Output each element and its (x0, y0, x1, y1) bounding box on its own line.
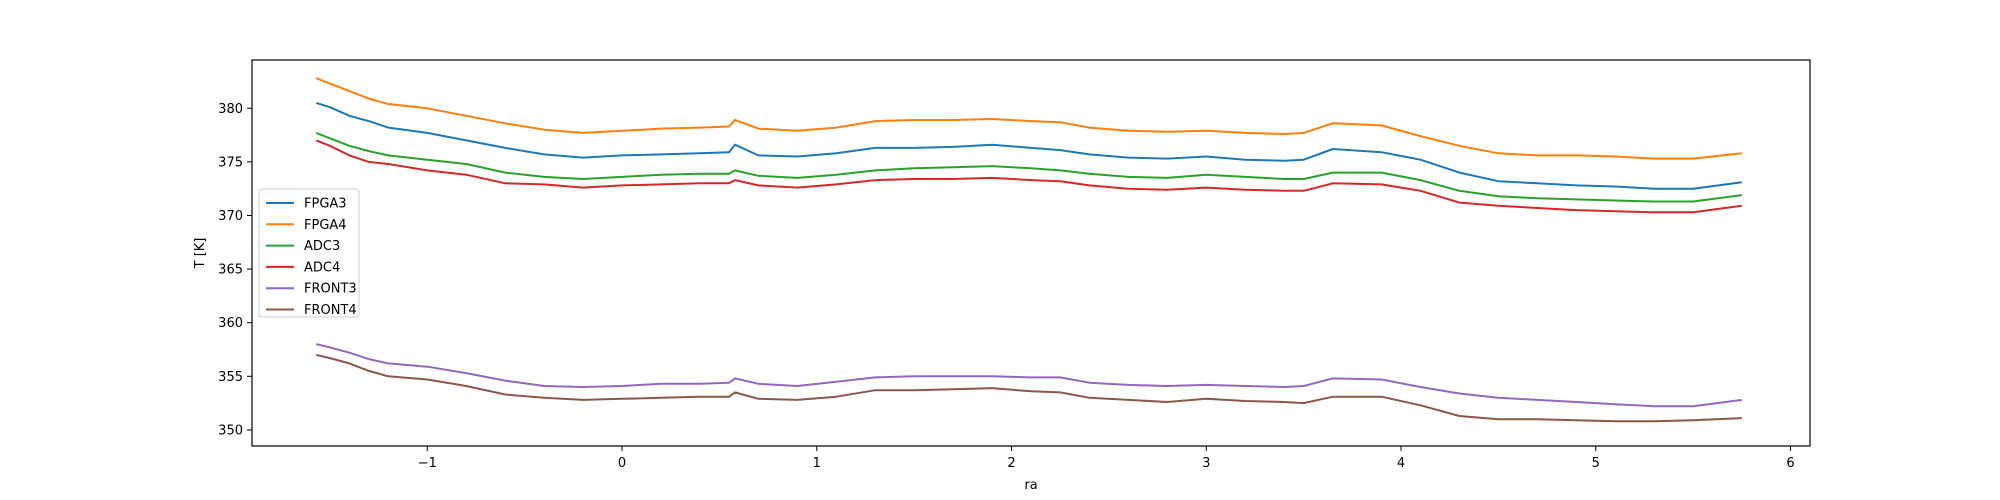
x-tick-label: 3 (1202, 456, 1210, 471)
y-tick-label: 360 (218, 316, 243, 331)
series-line-fpga3 (315, 101, 1742, 190)
x-tick-label: 1 (813, 456, 821, 471)
series-layer (315, 77, 1742, 423)
series-line-fpga4 (315, 77, 1742, 160)
legend-label-fpga3: FPGA3 (304, 197, 347, 212)
x-tick-label: 6 (1786, 456, 1794, 471)
x-tick-label: 2 (1007, 456, 1015, 471)
series-line-adc4 (315, 139, 1742, 214)
y-tick-label: 375 (218, 155, 243, 170)
legend-label-adc4: ADC4 (304, 260, 340, 275)
series-line-front3 (316, 343, 1742, 408)
legend-items: FPGA3 FPGA4 ADC3 ADC4 FRONT3 FRONT4 (266, 197, 357, 318)
x-axis-ticks: −1 0 1 2 3 4 5 6 (418, 446, 1795, 471)
x-tick-label: 4 (1397, 456, 1405, 471)
x-tick-label: −1 (418, 456, 437, 471)
y-axis-ticks: 350 355 360 365 370 375 380 (218, 102, 252, 438)
series-line-adc3 (315, 131, 1742, 203)
plot-frame (251, 59, 1811, 447)
y-tick-label: 370 (218, 209, 243, 224)
x-axis-label: ra (1024, 478, 1037, 493)
y-tick-label: 365 (218, 263, 243, 278)
series-line-front4 (316, 353, 1742, 423)
y-tick-label: 350 (218, 423, 243, 438)
x-tick-label: 0 (618, 456, 626, 471)
y-tick-label: 355 (218, 370, 243, 385)
legend-label-fpga4: FPGA4 (304, 218, 347, 233)
legend-label-front4: FRONT4 (304, 303, 357, 318)
legend-label-front3: FRONT3 (304, 282, 357, 297)
x-tick-label: 5 (1592, 456, 1600, 471)
legend-label-adc3: ADC3 (304, 239, 340, 254)
legend: FPGA3 FPGA4 ADC3 ADC4 FRONT3 FRONT4 (258, 188, 360, 318)
y-axis-label: T [K] (193, 238, 208, 270)
legend-frame (258, 188, 360, 318)
y-tick-label: 380 (218, 102, 243, 117)
